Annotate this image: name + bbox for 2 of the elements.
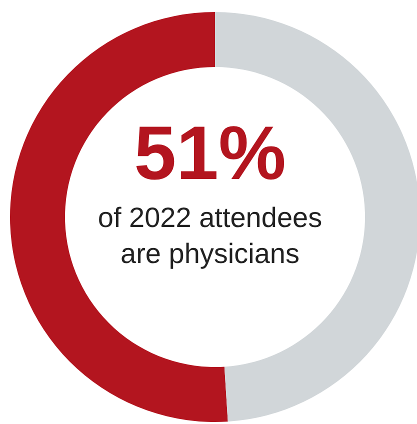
data-label: 51%	[132, 111, 288, 196]
text: of 2022 attendees are physicians	[96, 201, 324, 271]
